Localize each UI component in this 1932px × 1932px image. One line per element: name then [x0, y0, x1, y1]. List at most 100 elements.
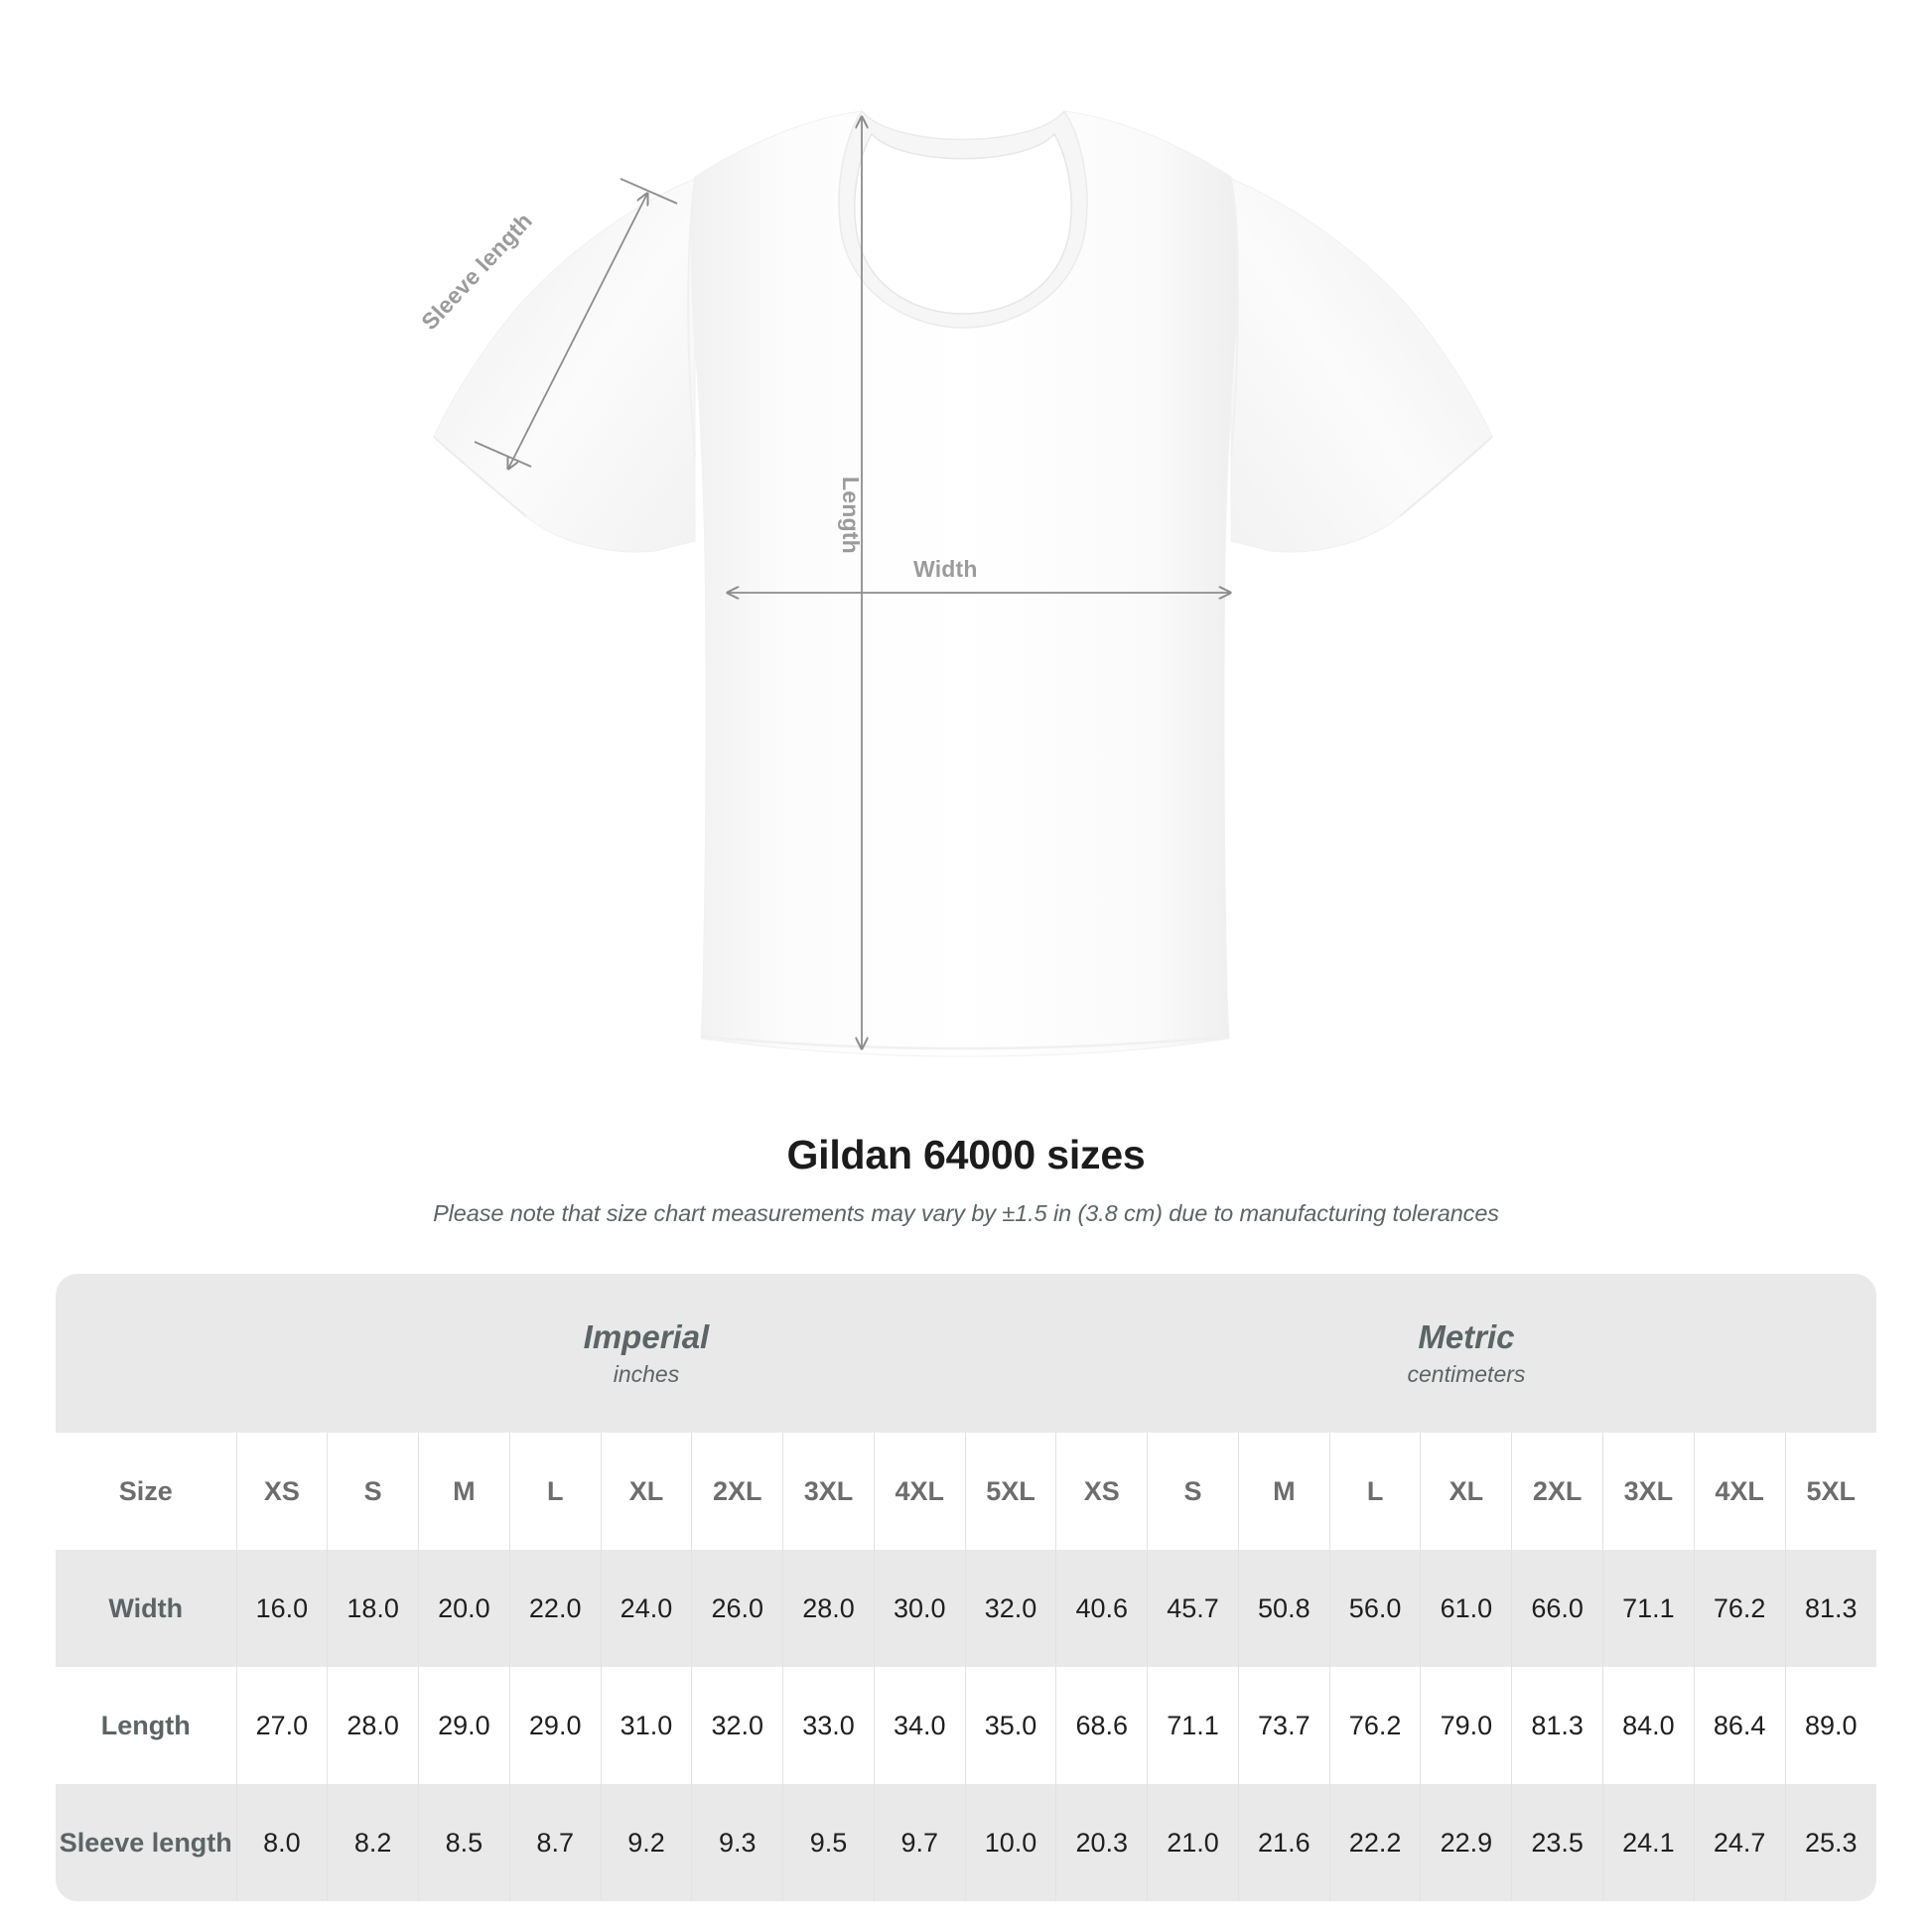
table-row: Width 16.0 18.0 20.0 22.0 24.0 26.0 28.0 30.0 32.…: [56, 1550, 1876, 1667]
size-header-cell: XL: [1420, 1433, 1512, 1550]
measurement-value-cell: 45.7: [1147, 1550, 1239, 1667]
measurement-value-cell: 31.0: [600, 1667, 692, 1784]
measurement-value-cell: 8.7: [508, 1784, 602, 1901]
tolerance-note: Please note that size chart measurements…: [433, 1200, 1499, 1226]
table-row: Length 27.0 28.0 29.0 29.0 31.0 32.0 33.0 34.0 35…: [56, 1667, 1876, 1784]
measurement-value-cell: 79.0: [1420, 1667, 1512, 1784]
measurement-value-cell: 21.6: [1237, 1784, 1330, 1901]
size-header-cell: 5XL: [1784, 1433, 1876, 1550]
measurement-value-cell: 76.2: [1693, 1550, 1786, 1667]
unit-group-row: Imperial inches Metric centimeters: [56, 1274, 1876, 1433]
size-header-cell: L: [1328, 1433, 1421, 1550]
measurement-value-cell: 35.0: [964, 1667, 1056, 1784]
measurement-value-cell: 84.0: [1602, 1667, 1695, 1784]
sleeve-length-dimension-arrow: [508, 194, 647, 469]
size-header-cell: 3XL: [1602, 1433, 1695, 1550]
measurement-value-cell: 9.3: [691, 1784, 783, 1901]
tshirt-diagram: Sleeve length Length Width: [416, 109, 1493, 1057]
measurement-value-cell: 24.1: [1602, 1784, 1695, 1901]
measurement-value-cell: 8.2: [327, 1784, 419, 1901]
measurement-value-cell: 66.0: [1511, 1550, 1603, 1667]
measurement-value-cell: 25.3: [1784, 1784, 1876, 1901]
measurement-value-cell: 22.9: [1420, 1784, 1512, 1901]
measurement-value-cell: 24.7: [1693, 1784, 1786, 1901]
size-header-cell: 4XL: [1693, 1433, 1786, 1550]
unit-group-header-imperial: Imperial inches: [236, 1274, 1056, 1433]
measurement-value-cell: 61.0: [1420, 1550, 1512, 1667]
measurement-value-cell: 30.0: [873, 1550, 966, 1667]
sleeve-hem-tick: [474, 441, 532, 468]
unit-group-units: centimeters: [1407, 1361, 1526, 1388]
measurement-value-cell: 21.0: [1147, 1784, 1239, 1901]
measurement-value-cell: 9.2: [600, 1784, 692, 1901]
measurement-value-cell: 18.0: [327, 1550, 419, 1667]
unit-group-header-metric: Metric centimeters: [1055, 1274, 1876, 1433]
measurement-value-cell: 81.3: [1784, 1550, 1876, 1667]
size-header-cell: 3XL: [782, 1433, 875, 1550]
measurement-value-cell: 73.7: [1237, 1667, 1330, 1784]
table-row: Sleeve length 8.0 8.2 8.5 8.7 9.2 9.3 9.5 9.7 10.…: [56, 1784, 1876, 1901]
measurement-value-cell: 50.8: [1237, 1550, 1330, 1667]
measurement-value-cell: 89.0: [1784, 1667, 1876, 1784]
size-chart-table-wrapper: Imperial inches Metric centimeters Size XS S M L…: [56, 1274, 1876, 1901]
size-header-row: Size XS S M L XL 2XL 3XL 4XL 5XL XS S M L XL 2XL 3XL 4XL 5…: [56, 1433, 1876, 1550]
measurement-value-cell: 10.0: [964, 1784, 1056, 1901]
measurement-value-cell: 71.1: [1147, 1667, 1239, 1784]
measurement-value-cell: 29.0: [508, 1667, 602, 1784]
measurement-value-cell: 9.5: [782, 1784, 875, 1901]
size-header-cell: S: [327, 1433, 419, 1550]
width-label: Width: [913, 556, 978, 582]
measurement-value-cell: 27.0: [235, 1667, 328, 1784]
tshirt-illustration: [433, 109, 1493, 1057]
measurement-row-label: Length: [56, 1667, 237, 1784]
size-header-cell: M: [1237, 1433, 1330, 1550]
unit-group-name: Imperial: [583, 1317, 710, 1355]
measurement-value-cell: 32.0: [964, 1550, 1056, 1667]
unit-group-units: inches: [613, 1361, 680, 1388]
size-header-cell: S: [1147, 1433, 1239, 1550]
size-chart-table: Imperial inches Metric centimeters Size XS S M L…: [56, 1274, 1876, 1901]
measurement-value-cell: 20.0: [418, 1550, 510, 1667]
size-header-cell: 4XL: [873, 1433, 966, 1550]
measurement-value-cell: 76.2: [1328, 1667, 1421, 1784]
size-header-cell: L: [508, 1433, 602, 1550]
measurement-value-cell: 28.0: [782, 1550, 875, 1667]
measurement-value-cell: 20.3: [1055, 1784, 1148, 1901]
measurement-value-cell: 8.0: [235, 1784, 328, 1901]
length-label: Length: [838, 477, 864, 554]
measurement-value-cell: 34.0: [873, 1667, 966, 1784]
measurement-value-cell: 8.5: [418, 1784, 510, 1901]
measurement-value-cell: 40.6: [1055, 1550, 1148, 1667]
measurement-value-cell: 22.0: [508, 1550, 602, 1667]
size-header-cell: 5XL: [964, 1433, 1056, 1550]
size-header-cell: XL: [600, 1433, 692, 1550]
page-title: Gildan 64000 sizes: [786, 1132, 1146, 1177]
size-header-cell: 2XL: [691, 1433, 783, 1550]
measurement-value-cell: 28.0: [327, 1667, 419, 1784]
size-header-label: Size: [56, 1433, 237, 1550]
sleeve-shoulder-tick: [620, 178, 678, 205]
measurement-value-cell: 86.4: [1693, 1667, 1786, 1784]
size-header-cell: M: [418, 1433, 510, 1550]
measurement-value-cell: 23.5: [1511, 1784, 1603, 1901]
measurement-row-label: Width: [56, 1550, 237, 1667]
measurement-value-cell: 9.7: [873, 1784, 966, 1901]
measurement-value-cell: 81.3: [1511, 1667, 1603, 1784]
measurement-value-cell: 32.0: [691, 1667, 783, 1784]
measurement-value-cell: 33.0: [782, 1667, 875, 1784]
measurement-value-cell: 56.0: [1328, 1550, 1421, 1667]
measurement-value-cell: 68.6: [1055, 1667, 1148, 1784]
measurement-row-label: Sleeve length: [56, 1784, 237, 1901]
size-header-cell: 2XL: [1511, 1433, 1603, 1550]
size-chart-header: Gildan 64000 sizes Please note that size…: [0, 1132, 1932, 1227]
size-header-cell: XS: [1055, 1433, 1148, 1550]
measurement-value-cell: 16.0: [235, 1550, 328, 1667]
unit-row-spacer: [56, 1274, 237, 1433]
unit-group-name: Metric: [1418, 1317, 1515, 1355]
measurement-value-cell: 71.1: [1602, 1550, 1695, 1667]
measurement-value-cell: 24.0: [600, 1550, 692, 1667]
measurement-value-cell: 29.0: [418, 1667, 510, 1784]
measurement-value-cell: 26.0: [691, 1550, 783, 1667]
size-header-cell: XS: [235, 1433, 328, 1550]
measurement-value-cell: 22.2: [1328, 1784, 1421, 1901]
